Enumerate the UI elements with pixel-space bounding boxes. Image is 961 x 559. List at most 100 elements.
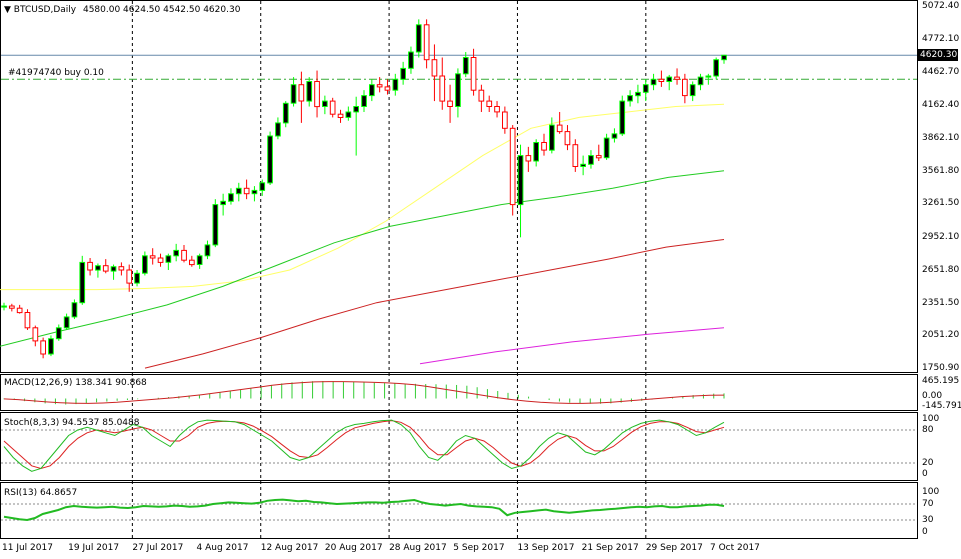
dropdown-triangle-icon[interactable]: ▼: [4, 5, 11, 15]
candle: [470, 48, 477, 96]
candle-body: [32, 327, 39, 342]
candle-body: [650, 78, 657, 86]
macd-signal-line: [3, 381, 725, 404]
order-label[interactable]: #41974740 buy 0.10: [8, 68, 104, 78]
candle: [517, 144, 524, 238]
candle: [181, 244, 187, 263]
candle-body: [721, 54, 727, 61]
x-tick-label: 11 Jul 2017: [2, 543, 53, 553]
candle-body: [556, 124, 563, 133]
chart-header: ▼ BTCUSD,Daily 4580.00 4624.50 4542.50 4…: [4, 5, 240, 15]
candle-body: [580, 163, 586, 168]
candle-body: [400, 67, 406, 80]
candle-body: [682, 78, 688, 97]
candle: [376, 77, 383, 93]
candle: [259, 179, 266, 196]
candle: [408, 46, 414, 74]
candle-body: [447, 100, 453, 107]
candle-body: [517, 155, 524, 206]
rsi-panel-border: [0, 482, 918, 539]
candle: [689, 81, 696, 102]
rsi-layer: [1, 498, 917, 522]
y-tick-label: 1750.90: [922, 363, 960, 373]
candle: [16, 304, 23, 314]
candle: [306, 77, 313, 107]
candle-body: [55, 327, 62, 340]
candle: [102, 259, 109, 274]
candle-body: [290, 84, 297, 104]
candle: [369, 79, 375, 102]
candle: [251, 186, 258, 202]
stoch-y-tick-label: 20: [922, 458, 934, 468]
candle-body: [337, 113, 344, 118]
candle-body: [674, 76, 680, 80]
y-tick-label: 3261.50: [922, 198, 960, 209]
candle: [533, 139, 539, 167]
candle: [95, 263, 101, 278]
candle: [611, 128, 618, 143]
candle-body: [689, 84, 696, 97]
main-price-layer: [0, 19, 917, 369]
candle: [361, 90, 367, 112]
candle: [658, 70, 665, 87]
candle: [9, 303, 15, 312]
candle: [345, 106, 352, 121]
x-tick-label: 13 Sep 2017: [517, 543, 575, 553]
candle: [697, 73, 704, 91]
y-tick-label: 4772.10: [922, 33, 960, 44]
stoch-main-line: [3, 419, 725, 472]
stoch-panel-border: [0, 412, 918, 481]
candle: [462, 52, 469, 78]
candle: [228, 188, 234, 205]
candle: [204, 240, 211, 260]
candle: [415, 19, 422, 58]
candle-body: [713, 59, 719, 77]
y-tick-label: 4462.70: [922, 67, 960, 78]
candle: [329, 97, 336, 118]
candle-body: [392, 78, 399, 91]
candle-body: [24, 312, 31, 329]
candle: [196, 253, 203, 269]
candle: [400, 61, 406, 85]
candle-body: [79, 261, 86, 304]
x-tick-label: 12 Aug 2017: [260, 543, 319, 553]
x-tick-label: 7 Oct 2017: [710, 543, 760, 553]
candle-body: [635, 91, 641, 97]
y-tick-label: 3561.80: [922, 165, 960, 176]
candle: [588, 150, 594, 169]
candle: [314, 70, 320, 118]
candle-body: [95, 265, 101, 271]
rsi-label: RSI(13) 64.8657: [4, 488, 78, 498]
stoch-y-tick-label: 80: [922, 425, 934, 435]
symbol-label: BTCUSD,Daily: [13, 5, 77, 15]
candle-body: [705, 75, 712, 78]
candle-body: [212, 204, 219, 246]
candle-body: [243, 187, 250, 195]
candle-body: [658, 78, 665, 83]
candle: [494, 101, 500, 118]
candle: [189, 255, 195, 267]
rsi-line: [3, 498, 725, 522]
candle-body: [502, 111, 508, 129]
candle-body: [235, 187, 242, 195]
candle-body: [611, 133, 618, 139]
candle: [40, 337, 46, 359]
panel-borders: [0, 0, 918, 539]
candle-body: [314, 81, 320, 108]
candle: [55, 324, 62, 341]
candle-body: [478, 89, 485, 102]
candle-body: [40, 340, 46, 355]
candle: [650, 73, 657, 91]
candle: [87, 258, 93, 276]
candle: [486, 95, 493, 112]
candle: [243, 179, 250, 200]
ohlc-values: 4580.00 4624.50 4542.50 4620.30: [82, 5, 241, 15]
candle: [353, 96, 359, 156]
y-tick-label: 2051.20: [922, 330, 960, 341]
candle-body: [142, 255, 148, 274]
stoch-y-tick-label: 0: [922, 469, 928, 479]
rsi-y-tick-label: 100: [922, 487, 940, 497]
candle-body: [1, 305, 7, 308]
candle-body: [189, 259, 195, 266]
